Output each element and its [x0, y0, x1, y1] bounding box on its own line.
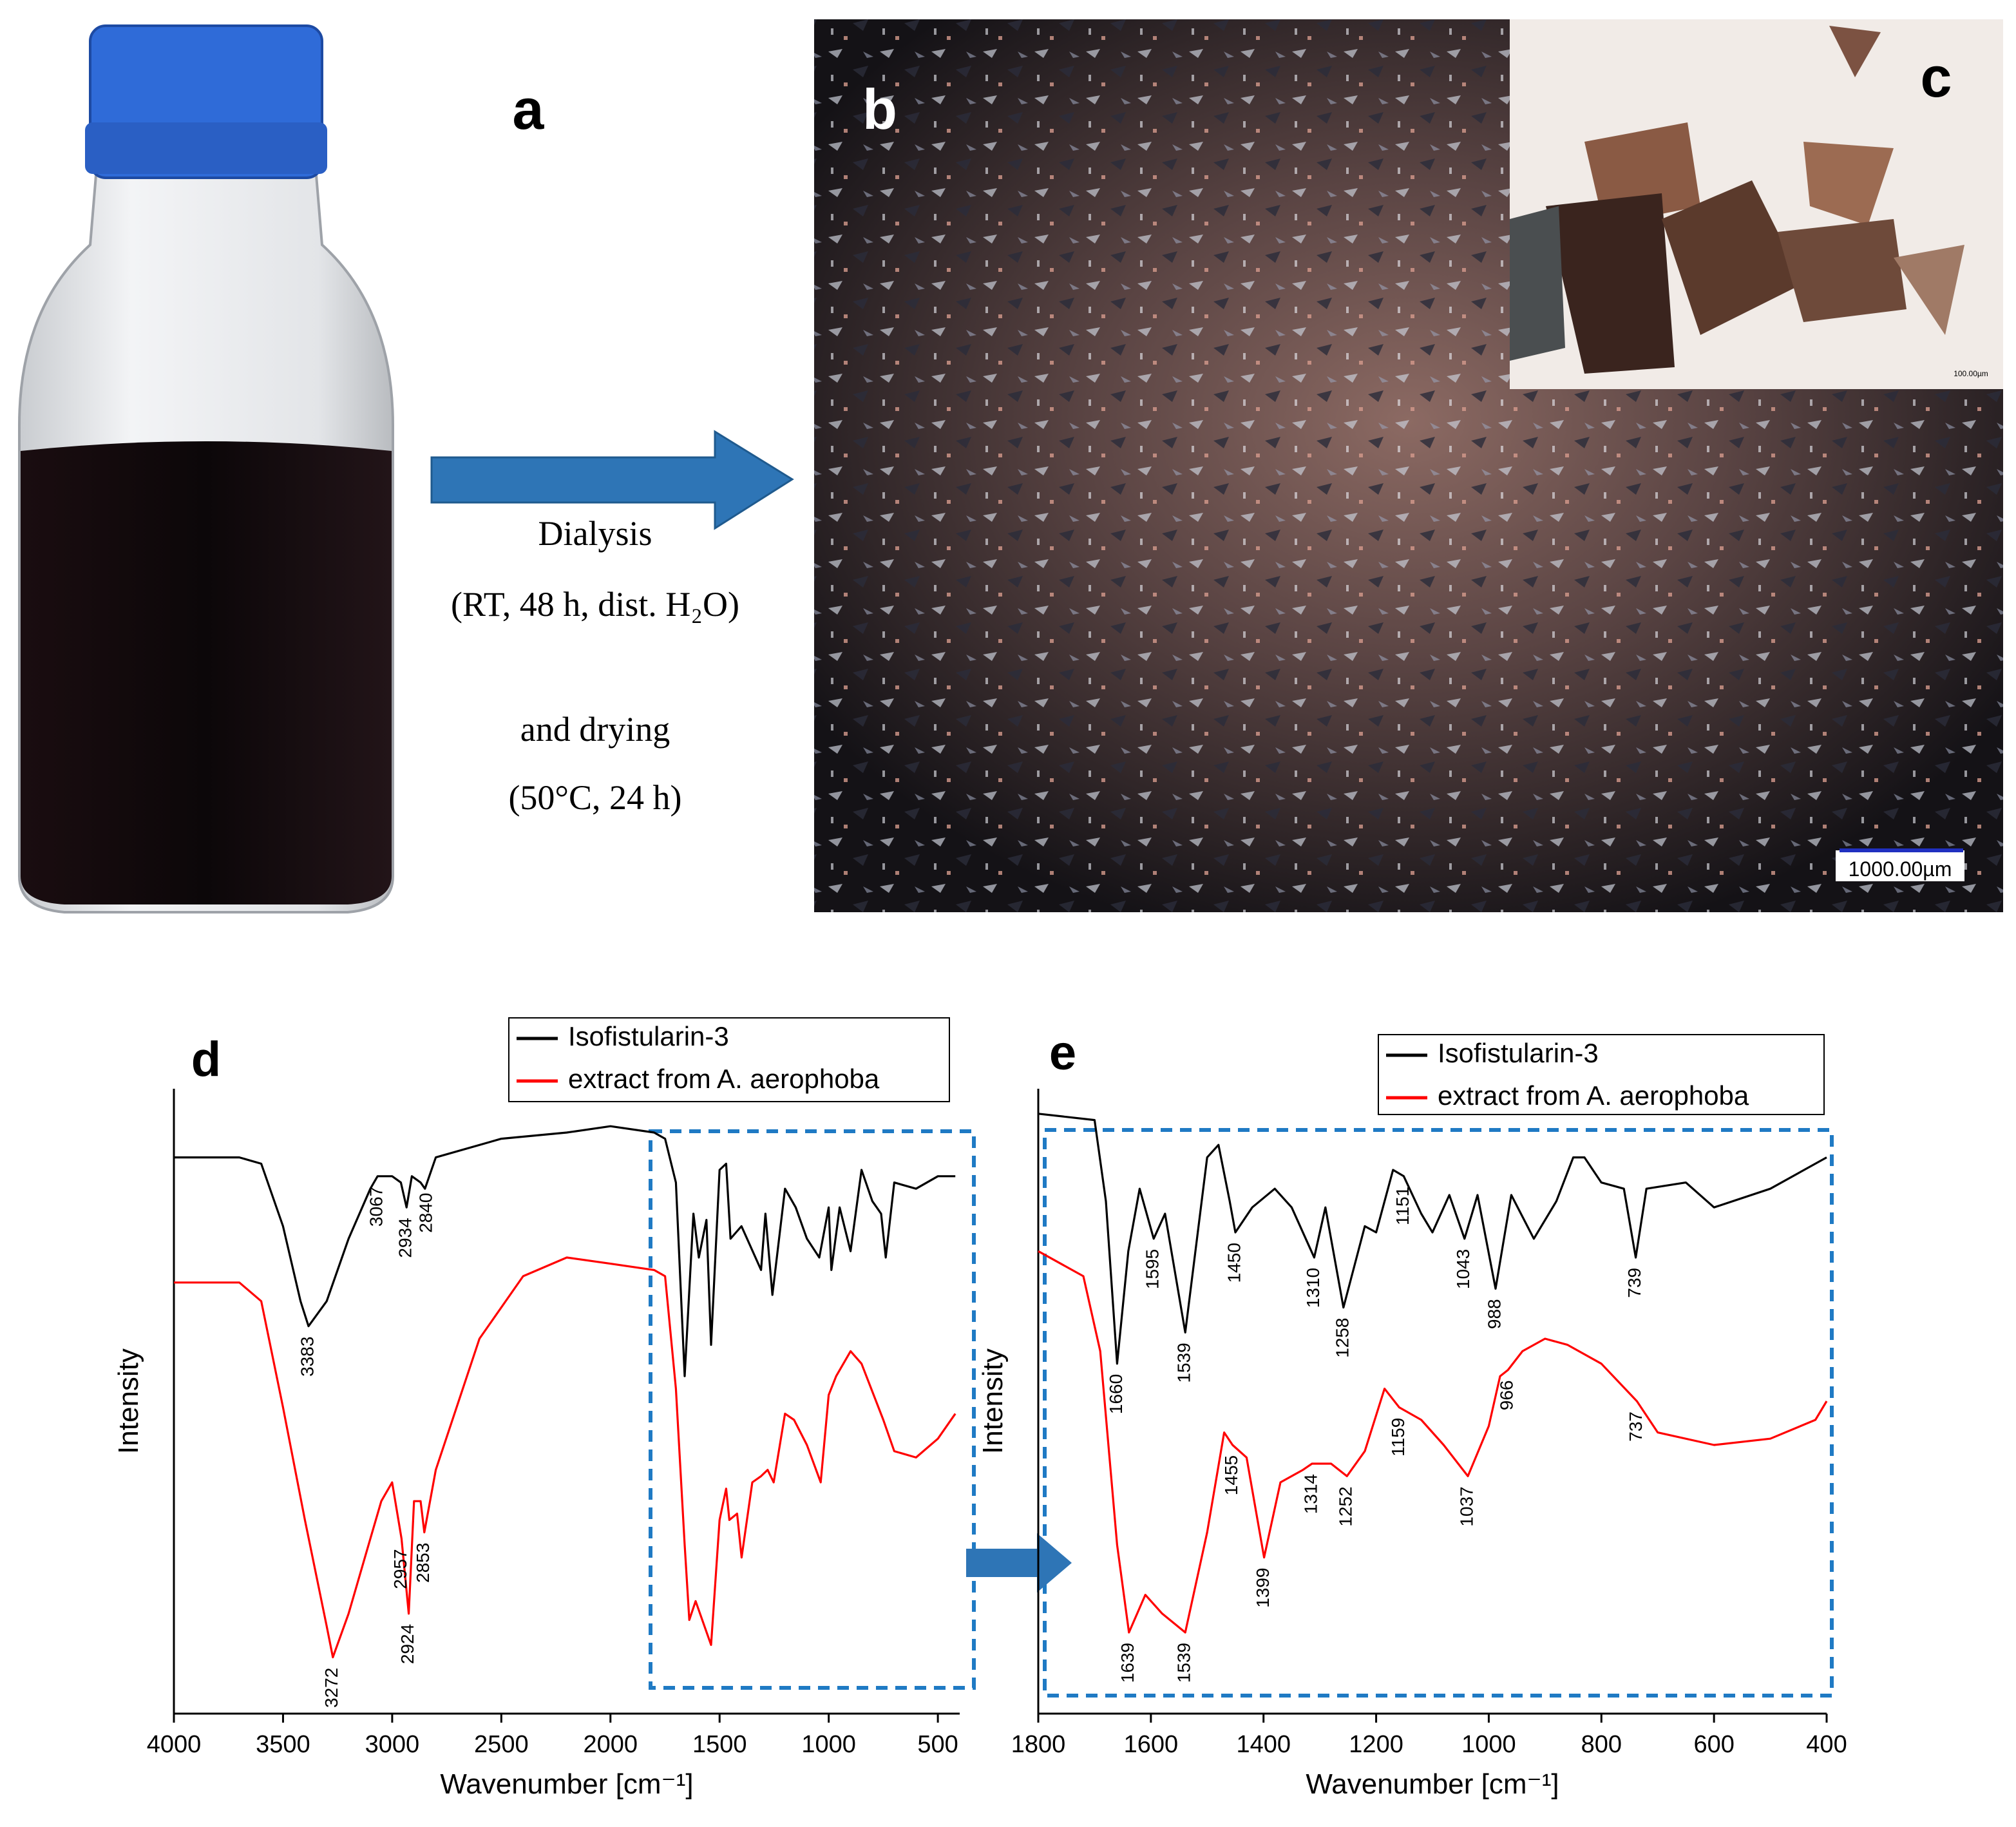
peak-label: 1660 — [1106, 1374, 1126, 1414]
panel-label: e — [1049, 1026, 1076, 1080]
scale-bar-bg — [1836, 850, 1964, 881]
x-tick-label: 1800 — [1011, 1731, 1066, 1758]
x-axis-label: Wavenumber [cm⁻¹] — [440, 1768, 693, 1800]
panel-label: a — [513, 77, 545, 141]
peak-label: 3383 — [297, 1337, 317, 1377]
x-tick-label: 800 — [1581, 1731, 1622, 1758]
scale-bar-label: 1000.00µm — [1849, 857, 1952, 881]
x-tick-label: 600 — [1693, 1731, 1734, 1758]
process-arrow — [430, 430, 794, 530]
process-text: (50°C, 24 h) — [508, 778, 681, 817]
x-tick-label: 1000 — [1461, 1731, 1516, 1758]
x-tick-label: 1400 — [1236, 1731, 1291, 1758]
legend-label: extract from A. aerophoba — [1438, 1080, 1749, 1111]
peak-label: 966 — [1497, 1381, 1517, 1411]
zoom-arrow — [966, 1533, 1072, 1593]
peak-label: 2853 — [413, 1543, 433, 1583]
x-tick-label: 1600 — [1124, 1731, 1179, 1758]
peak-label: 737 — [1626, 1411, 1646, 1442]
peak-label: 3067 — [366, 1187, 386, 1227]
x-tick-label: 1500 — [692, 1731, 747, 1758]
bottle-photo — [18, 24, 394, 914]
peak-label: 1539 — [1174, 1343, 1194, 1382]
y-axis-label: Intensity — [113, 1348, 144, 1454]
peak-label: 1037 — [1456, 1486, 1476, 1526]
legend-label: Isofistularin-3 — [1438, 1038, 1599, 1068]
peak-label: 1639 — [1117, 1643, 1137, 1683]
x-tick-label: 2500 — [474, 1731, 529, 1758]
x-tick-label: 1000 — [801, 1731, 856, 1758]
peak-label: 1399 — [1253, 1568, 1273, 1608]
x-tick-label: 3500 — [256, 1731, 310, 1758]
legend-box — [1378, 1034, 1825, 1115]
panel-label: d — [191, 1032, 221, 1087]
zoom-box — [1043, 1128, 1834, 1698]
peak-label: 1539 — [1174, 1643, 1194, 1683]
panel-label: c — [1921, 45, 1952, 109]
process-text: and drying — [520, 710, 670, 749]
spectrum-line — [174, 1256, 956, 1659]
x-tick-label: 3000 — [365, 1731, 420, 1758]
peak-label: 1595 — [1143, 1249, 1163, 1289]
peak-label: 1159 — [1388, 1418, 1408, 1457]
x-axis-label: Wavenumber [cm⁻¹] — [1306, 1768, 1559, 1800]
y-axis-label: Intensity — [977, 1348, 1009, 1454]
peak-label: 1151 — [1393, 1187, 1412, 1225]
spectrum-line — [1038, 1250, 1828, 1634]
legend-box — [508, 1017, 950, 1102]
peak-label: 2957 — [390, 1549, 410, 1589]
peak-label: 1043 — [1453, 1249, 1473, 1289]
peak-label: 1450 — [1224, 1243, 1244, 1283]
x-tick-label: 4000 — [147, 1731, 202, 1758]
x-tick-label: 400 — [1806, 1731, 1847, 1758]
peak-label: 2924 — [397, 1624, 417, 1664]
peak-label: 1258 — [1332, 1318, 1352, 1358]
peak-label: 2840 — [416, 1193, 436, 1233]
legend-label: extract from A. aerophoba — [568, 1064, 880, 1094]
zoom-box — [649, 1129, 976, 1690]
panel-label: b — [862, 77, 897, 141]
process-text: Dialysis — [538, 514, 652, 553]
x-tick-label: 1200 — [1349, 1731, 1403, 1758]
inset-micrograph — [1510, 19, 2003, 389]
peak-label: 1310 — [1303, 1268, 1323, 1308]
x-tick-label: 2000 — [584, 1731, 638, 1758]
peak-label: 739 — [1624, 1268, 1644, 1298]
peak-label: 988 — [1484, 1299, 1504, 1329]
peak-label: 1252 — [1335, 1486, 1355, 1526]
legend-label: Isofistularin-3 — [568, 1021, 729, 1051]
process-text: (RT, 48 h, dist. H₂O) — [451, 585, 739, 624]
x-tick-label: 500 — [917, 1731, 958, 1758]
scale-bar-label: 100.00µm — [1954, 369, 1988, 378]
spectrum-line — [174, 1125, 956, 1377]
peak-label: 1455 — [1221, 1455, 1241, 1495]
peak-label: 2934 — [395, 1218, 415, 1258]
peak-label: 3272 — [321, 1668, 341, 1708]
peak-label: 1314 — [1300, 1474, 1320, 1514]
spectrum-line — [1038, 1113, 1827, 1365]
